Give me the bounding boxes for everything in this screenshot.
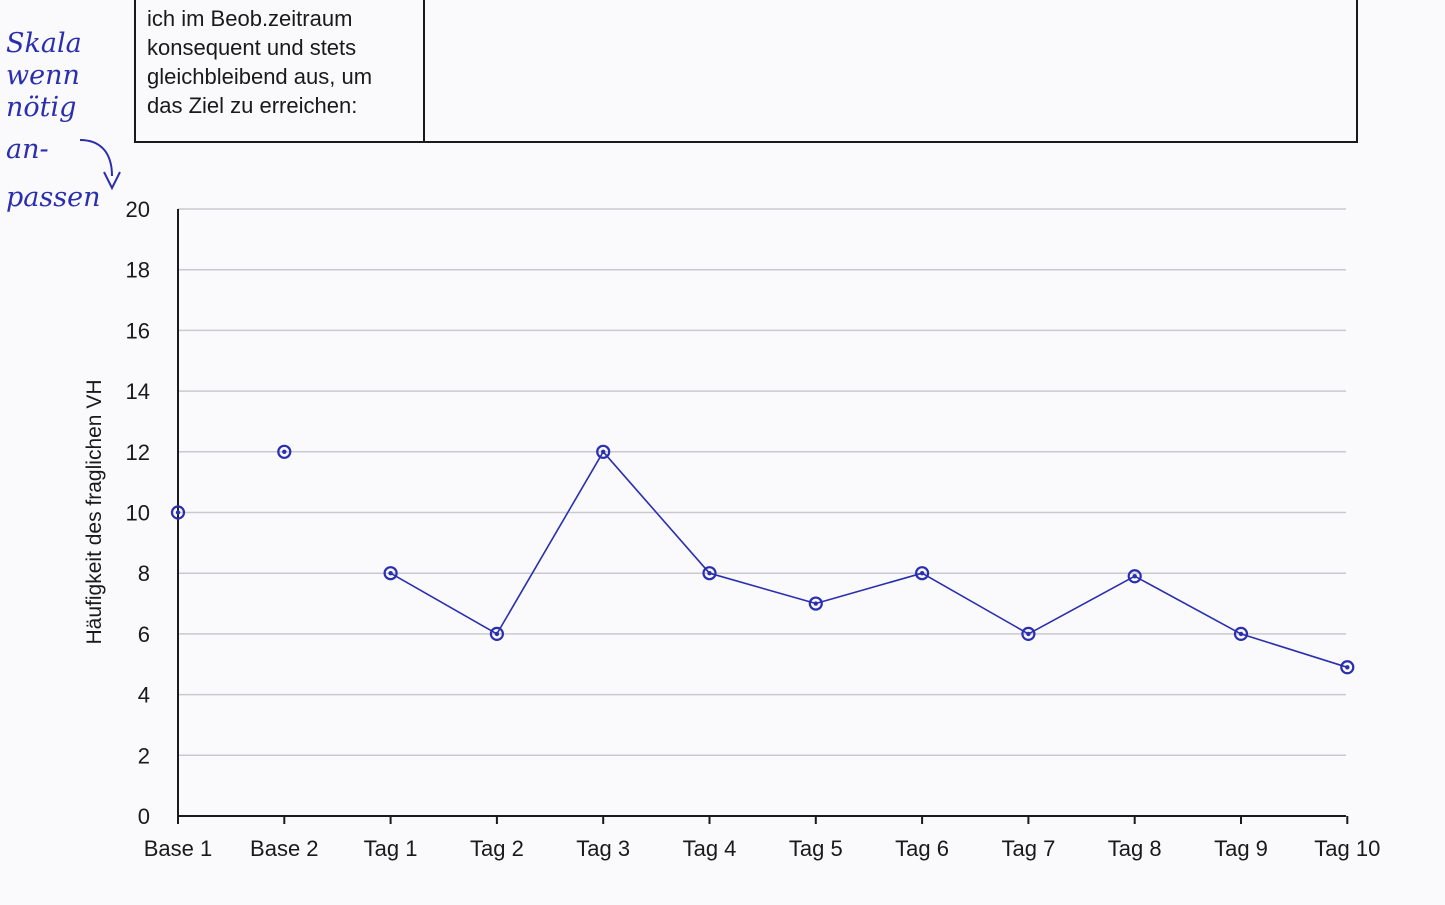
y-tick-label: 6 — [138, 622, 150, 647]
y-tick-labels: 0 2 4 6 8 10 12 14 16 18 20 — [126, 197, 150, 829]
x-tick-label: Base 1 — [144, 836, 213, 861]
handwritten-note: Skala wenn nötig an- passen — [6, 28, 121, 213]
data-point-center — [813, 601, 818, 606]
x-tick-label: Tag 9 — [1214, 836, 1268, 861]
data-point-center — [707, 571, 712, 576]
data-point — [489, 626, 504, 642]
instruction-text: ich im Beob.zeitraum konsequent und stet… — [147, 4, 417, 120]
instruction-line: gleichbleibend aus, um — [147, 64, 373, 89]
instruction-line: das Ziel zu erreichen: — [147, 93, 358, 118]
data-point — [1021, 626, 1036, 642]
note-line: nötig — [6, 92, 76, 123]
grid-lines — [178, 208, 1346, 757]
x-tick-label: Tag 5 — [789, 836, 843, 861]
note-arrowhead-icon — [103, 171, 121, 191]
y-tick-label: 8 — [138, 561, 150, 586]
y-tick-label: 12 — [126, 440, 150, 465]
y-tick-label: 2 — [138, 743, 150, 768]
data-point — [1340, 660, 1355, 675]
data-point-center — [175, 510, 181, 515]
data-point-center — [494, 631, 500, 637]
x-tick-label: Tag 6 — [895, 836, 949, 861]
x-tick-label: Tag 1 — [364, 836, 418, 861]
data-point-center — [282, 449, 287, 454]
x-tick-label: Base 2 — [250, 836, 319, 861]
data-point — [277, 444, 292, 459]
data-point-center — [388, 571, 393, 576]
note-line: passen — [6, 182, 100, 213]
instruction-line: konsequent und stets — [147, 35, 357, 60]
y-tick-label: 18 — [126, 258, 150, 283]
data-point-center — [601, 449, 606, 454]
data-point — [596, 444, 611, 459]
note-line: wenn — [6, 60, 80, 91]
data-point — [1233, 626, 1249, 642]
series-line — [390, 450, 1348, 669]
data-points — [170, 444, 1355, 675]
note-arrow-icon — [79, 139, 113, 177]
data-point-center — [1345, 665, 1350, 670]
data-point — [914, 566, 930, 581]
data-line — [390, 450, 1348, 669]
x-tick-label: Tag 10 — [1314, 836, 1380, 861]
y-tick-label: 0 — [138, 804, 150, 829]
x-tick-label: Tag 7 — [1001, 836, 1055, 861]
y-axis-label: Häufigkeit des fraglichen VH — [83, 380, 106, 645]
x-tick-label: Tag 2 — [470, 836, 524, 861]
x-tick-label: Tag 3 — [576, 836, 630, 861]
note-line: an- — [6, 134, 49, 165]
data-point-center — [919, 571, 925, 576]
y-tick-label: 14 — [126, 379, 150, 404]
x-tick-label: Tag 4 — [683, 836, 737, 861]
data-point — [383, 566, 398, 581]
y-tick-label: 4 — [138, 683, 150, 708]
note-line: Skala — [6, 28, 82, 59]
data-point-center — [1238, 631, 1244, 637]
data-point — [1127, 569, 1142, 584]
data-point — [808, 596, 823, 611]
instruction-box: ich im Beob.zeitraum konsequent und stet… — [134, 0, 1358, 143]
x-tick-labels: Base 1 Base 2 Tag 1 Tag 2 Tag 3 Tag 4 Tag 5 Tag… — [144, 836, 1381, 861]
data-point — [702, 566, 717, 581]
y-tick-label: 16 — [126, 318, 150, 343]
instruction-line: ich im Beob.zeitraum — [147, 6, 353, 31]
x-tick-label: Tag 8 — [1108, 836, 1162, 861]
data-point — [170, 505, 186, 520]
axes — [177, 209, 1349, 824]
data-point-center — [1132, 574, 1137, 579]
y-tick-label: 20 — [126, 197, 150, 222]
box-divider — [423, 0, 425, 141]
data-point-center — [1026, 631, 1031, 637]
y-tick-label: 10 — [126, 501, 150, 526]
